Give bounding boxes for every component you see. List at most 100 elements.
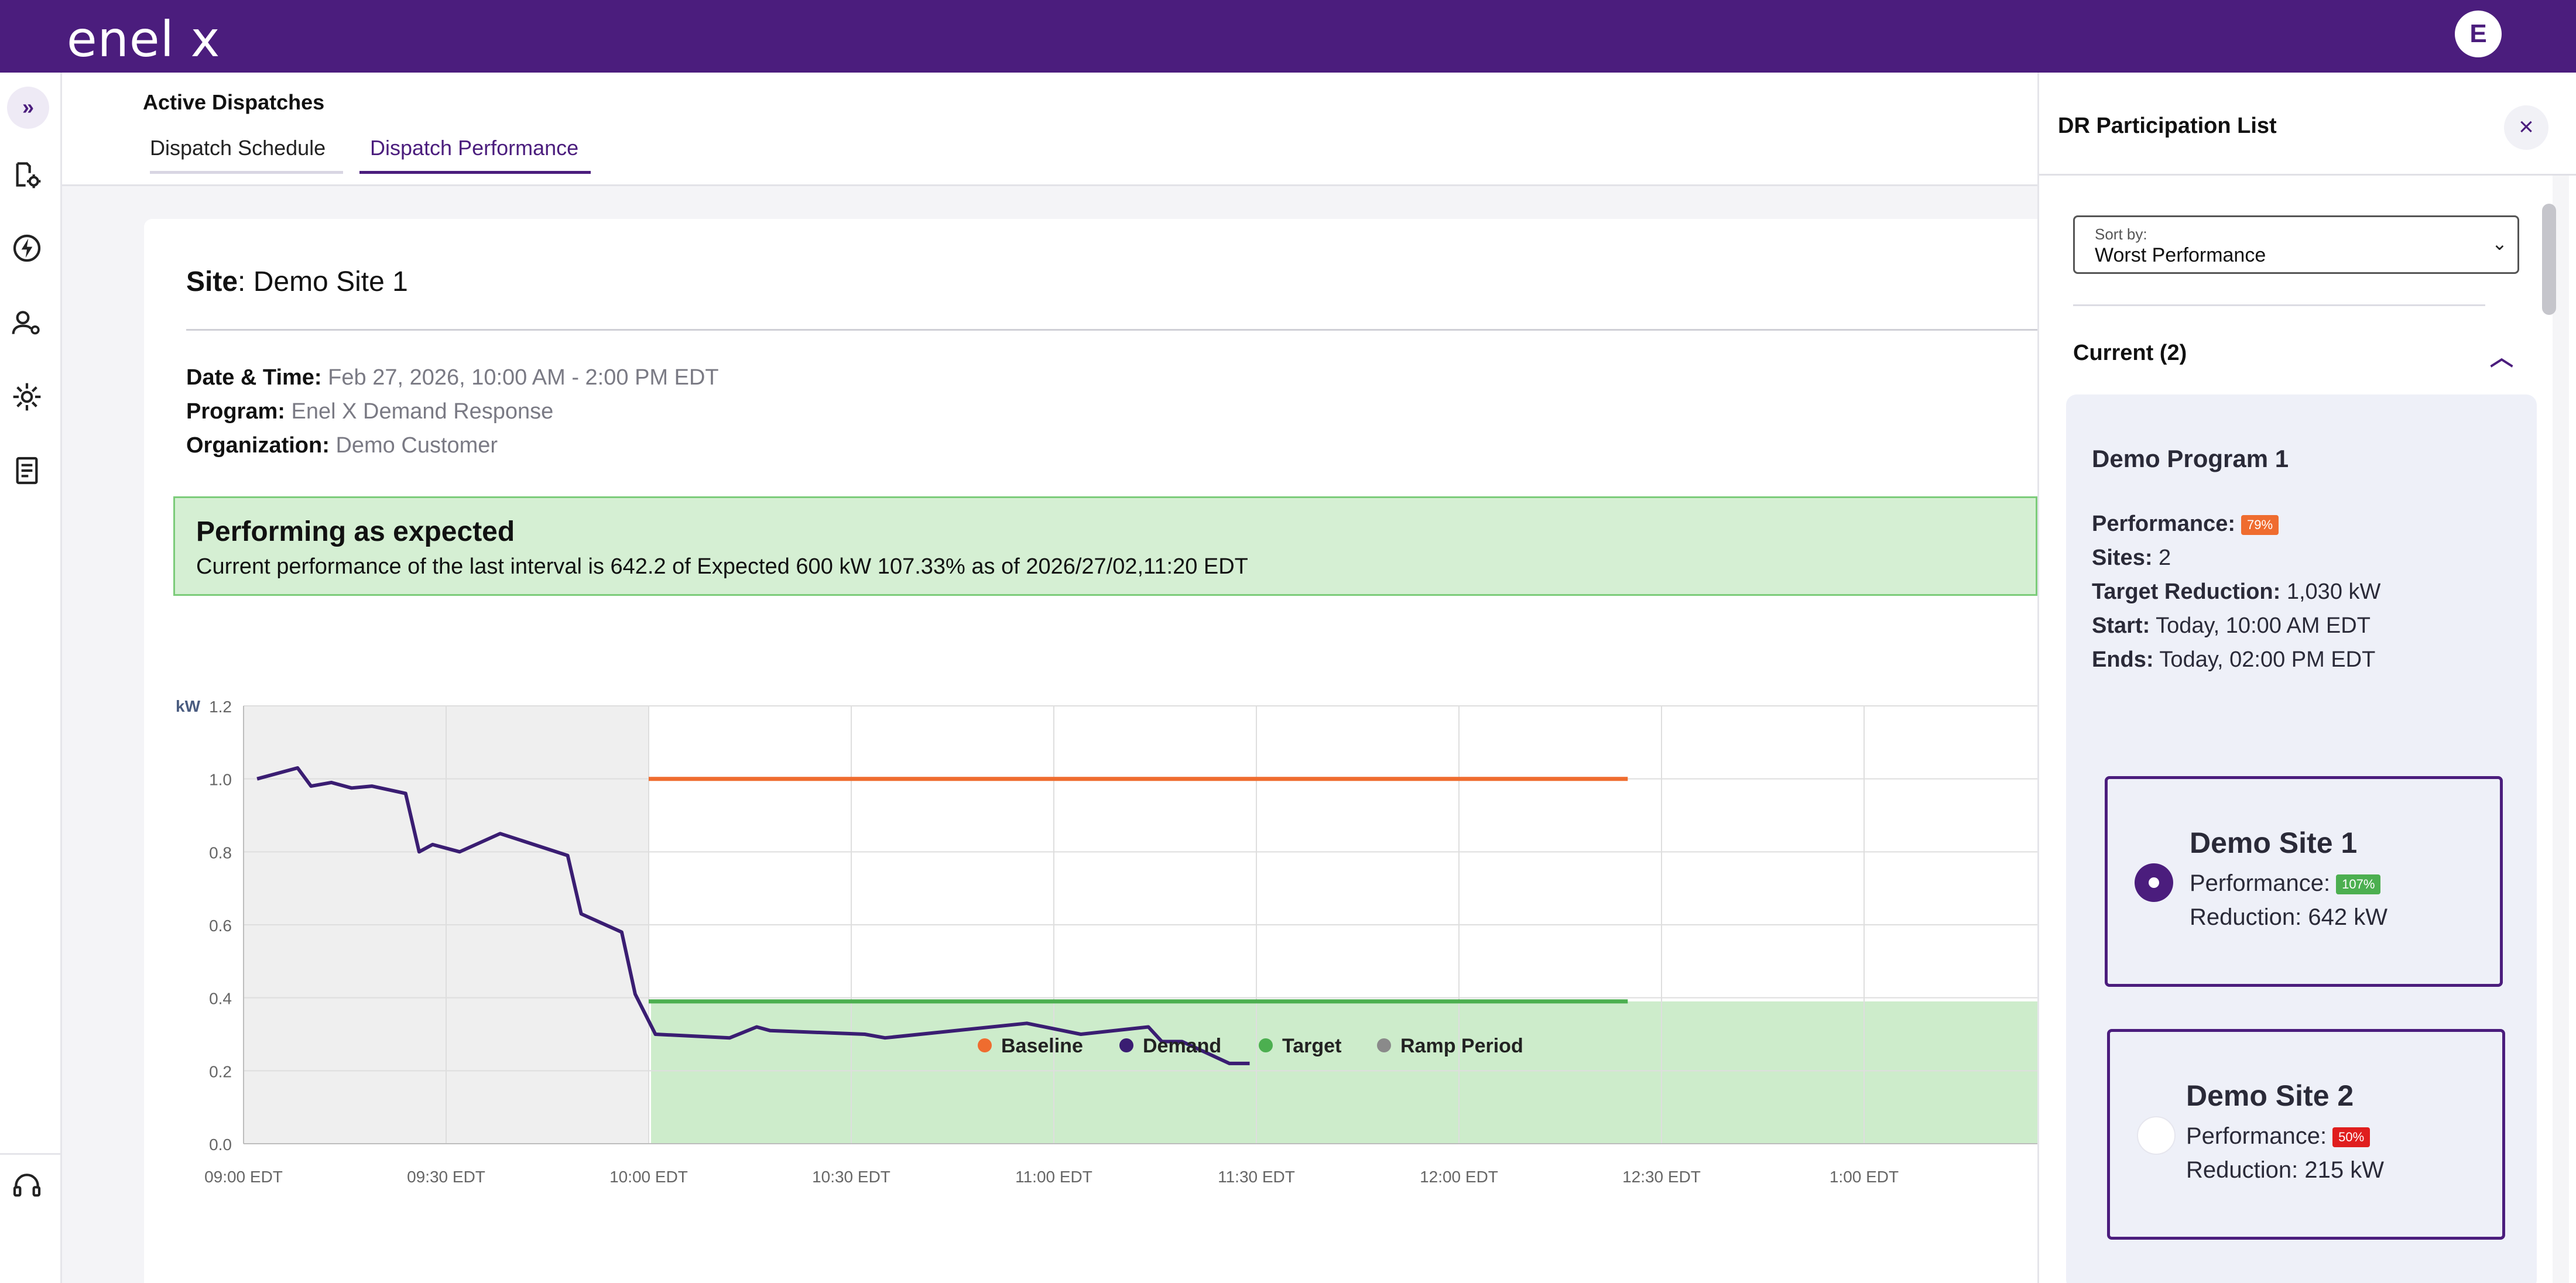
double-chevron-right-icon: » [22,95,35,119]
legend-dot [1119,1038,1133,1053]
program-ends: Ends: Today, 02:00 PM EDT [2092,647,2375,673]
legend-label: Ramp Period [1400,1035,1523,1057]
ends-value: Today, 02:00 PM EDT [2153,647,2376,672]
datetime-row: Date & Time: Feb 27, 2026, 10:00 AM - 2:… [186,365,719,390]
enel-x-logo[interactable]: enel x [67,11,221,68]
program-performance: Performance: 79% [2092,512,2279,537]
chevron-up-icon[interactable]: ︿ [2490,345,2513,371]
sites-label: Sites: [2092,546,2153,570]
divider [2073,304,2485,306]
y-axis-label: kW [176,697,201,715]
target-value: 1,030 kW [2280,579,2381,604]
x-tick-label: 11:00 EDT [1015,1168,1092,1186]
site-settings-icon[interactable] [11,158,43,191]
performance-badge: 107% [2336,874,2381,895]
y-tick-label: 0.8 [209,843,232,862]
legend-dot [978,1038,992,1053]
close-icon: × [2519,112,2534,141]
close-panel-button[interactable]: × [2504,105,2548,150]
program-row: Program: Enel X Demand Response [186,399,553,424]
y-tick-label: 0.2 [209,1062,232,1080]
program-label: Program: [186,399,285,424]
sort-value: Worst Performance [2095,244,2266,266]
alert-title: Performing as expected [196,516,515,547]
expand-nav-button[interactable]: » [7,87,49,129]
y-tick-label: 0.6 [209,917,232,935]
performance-label: Performance: [2092,512,2235,536]
x-tick-label: 11:30 EDT [1218,1168,1295,1186]
site-title: Site: Demo Site 1 [186,266,408,298]
sort-label: Sort by: [2095,225,2147,243]
legend-item-ramp-period[interactable]: Ramp Period [1377,1035,1523,1058]
panel-header: DR Participation List × [2039,73,2576,176]
legend-label: Baseline [1001,1035,1083,1057]
performance-label: Performance: [2186,1123,2327,1149]
performance-badge: 79% [2241,514,2279,535]
organization-row: Organization: Demo Customer [186,433,498,458]
site-card-demo-site-2[interactable]: Demo Site 2 Performance: 50% Reduction: 2… [2107,1029,2505,1240]
legend-item-baseline[interactable]: Baseline [978,1035,1083,1058]
legend-label: Target [1282,1035,1342,1057]
panel-title: DR Participation List [2058,114,2277,138]
top-bar: enel x E [0,0,2576,73]
site-card-reduction: Reduction: 642 kW [2190,904,2387,930]
legend-item-target[interactable]: Target [1259,1035,1341,1058]
gear-icon[interactable] [11,380,43,413]
alert-text: Current performance of the last interval… [196,554,1248,579]
chevron-down-icon: ⌄ [2492,233,2508,254]
series-line-demand [256,766,1250,1065]
target-area [651,1001,2037,1144]
sort-select[interactable]: Sort by: Worst Performance ⌄ [2073,215,2519,274]
y-tick-label: 1.0 [209,771,232,789]
legend-dot [1259,1038,1273,1053]
program-target: Target Reduction: 1,030 kW [2092,579,2380,605]
content-header: Active Dispatches Dispatch Schedule Disp… [62,73,2037,186]
legend-dot [1377,1038,1391,1053]
site-card-demo-site-1[interactable]: Demo Site 1 Performance: 107% Reduction: … [2105,776,2503,987]
tab-dispatch-performance[interactable]: Dispatch Performance [359,136,591,174]
x-tick-label: 10:30 EDT [812,1168,890,1186]
performance-alert: Performing as expected Current performan… [173,496,2037,596]
user-avatar[interactable]: E [2455,11,2502,57]
sites-value: 2 [2152,546,2171,570]
panel-scrollbar-thumb[interactable] [2542,204,2556,315]
page-title: Active Dispatches [143,90,325,114]
site-card-reduction: Reduction: 215 kW [2186,1157,2384,1183]
site-card-name: Demo Site 2 [2186,1079,2354,1112]
dr-participation-panel: DR Participation List × Sort by: Worst P… [2037,73,2576,1283]
program-value: Enel X Demand Response [291,399,554,424]
x-tick-label: 12:30 EDT [1622,1168,1701,1186]
current-section-title[interactable]: Current (2) [2073,341,2187,365]
y-tick-label: 0.0 [209,1136,232,1154]
legend-label: Demand [1143,1035,1222,1057]
headset-icon[interactable] [11,1169,43,1202]
y-tick-label: 1.2 [209,698,232,716]
left-nav: » [0,73,62,1283]
panel-scrollbar-track[interactable] [2553,176,2569,1283]
site-card-performance: Performance: 107% [2190,870,2381,897]
site-radio-unselected[interactable] [2137,1116,2176,1155]
program-card: Demo Program 1 Performance: 79% Sites: 2 … [2066,394,2537,1283]
nav-divider [0,1153,62,1155]
datetime-value: Feb 27, 2026, 10:00 AM - 2:00 PM EDT [328,365,719,390]
lightning-icon[interactable] [11,232,43,265]
program-name: Demo Program 1 [2092,445,2289,472]
user-settings-icon[interactable] [11,307,43,339]
program-sites: Sites: 2 [2092,546,2171,571]
performance-badge: 50% [2332,1127,2371,1148]
start-value: Today, 10:00 AM EDT [2150,613,2371,638]
organization-value: Demo Customer [335,433,498,458]
site-radio-selected[interactable] [2135,863,2173,902]
divider [186,329,2037,331]
document-icon[interactable] [11,454,43,487]
legend-item-demand[interactable]: Demand [1119,1035,1221,1058]
tab-dispatch-schedule[interactable]: Dispatch Schedule [150,136,343,174]
program-start: Start: Today, 10:00 AM EDT [2092,613,2371,639]
dispatch-performance-chart: 0.0 0.2 0.4 0.6 0.8 1.0 1.2 09:00 EDT 09:30 EDT 1… [176,697,2037,1186]
start-label: Start: [2092,613,2150,638]
target-label: Target Reduction: [2092,579,2281,604]
site-card-name: Demo Site 1 [2190,826,2358,859]
site-label: Site [186,266,238,297]
y-tick-label: 0.4 [209,990,232,1008]
organization-label: Organization: [186,433,330,458]
